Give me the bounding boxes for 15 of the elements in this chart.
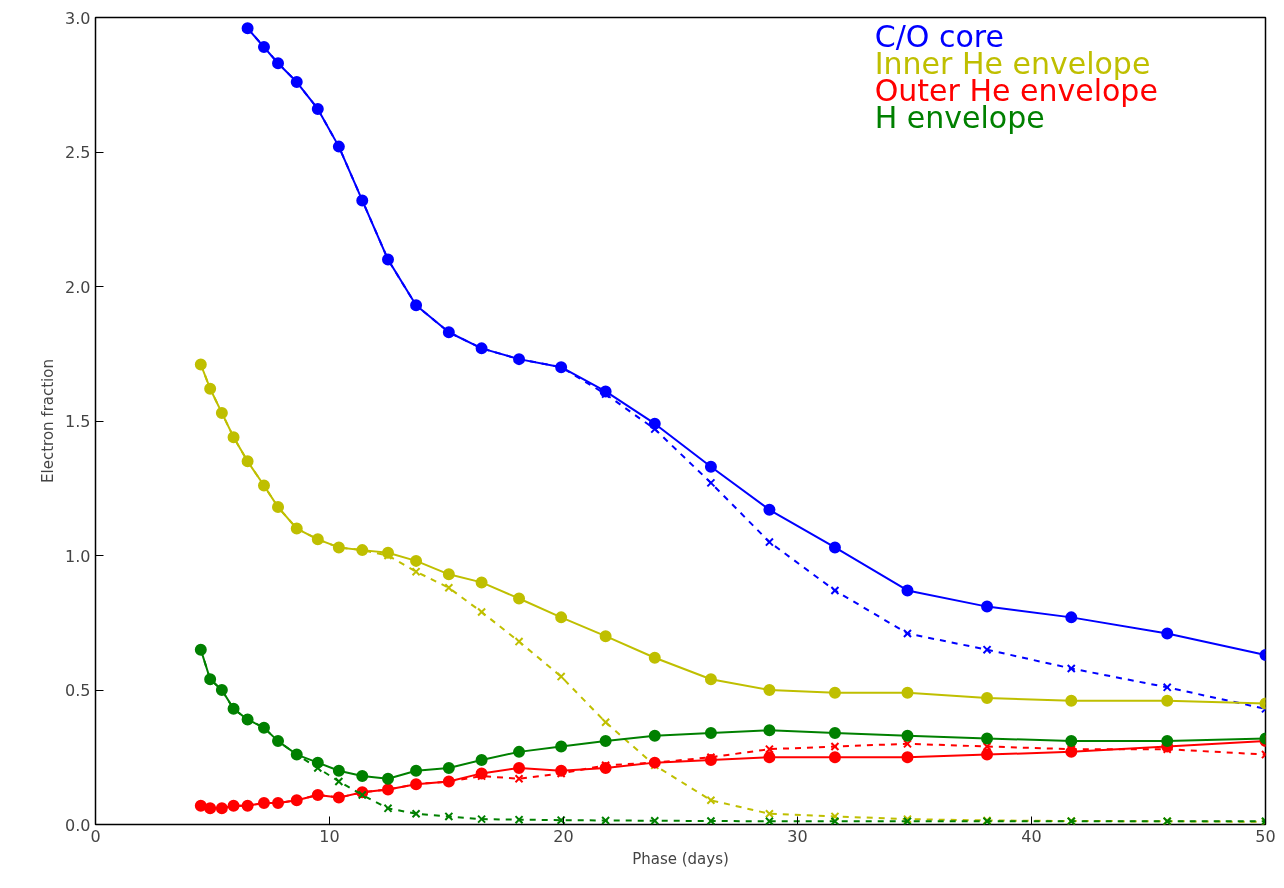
x-tick-label: 20 bbox=[553, 826, 574, 846]
x-tick-label: 50 bbox=[1255, 826, 1276, 846]
x-tick-label: 0 bbox=[90, 826, 101, 846]
y-tick-label: 0.5 bbox=[65, 681, 91, 700]
x-axis-title: Phase (days) bbox=[632, 849, 729, 868]
y-tick-label: 1.5 bbox=[65, 412, 91, 431]
y-tick-label: 2.0 bbox=[65, 277, 91, 297]
x-tick-label: 30 bbox=[787, 826, 808, 846]
y-tick-label: 0.0 bbox=[65, 815, 91, 835]
y-tick-label: 2.5 bbox=[65, 143, 91, 162]
y-tick-label: 1.0 bbox=[65, 546, 91, 566]
y-tick-label: 3.0 bbox=[65, 8, 91, 28]
x-tick-label: 10 bbox=[319, 826, 340, 846]
y-axis-title: Electron fraction bbox=[39, 359, 58, 483]
x-tick-label: 40 bbox=[1021, 826, 1042, 846]
